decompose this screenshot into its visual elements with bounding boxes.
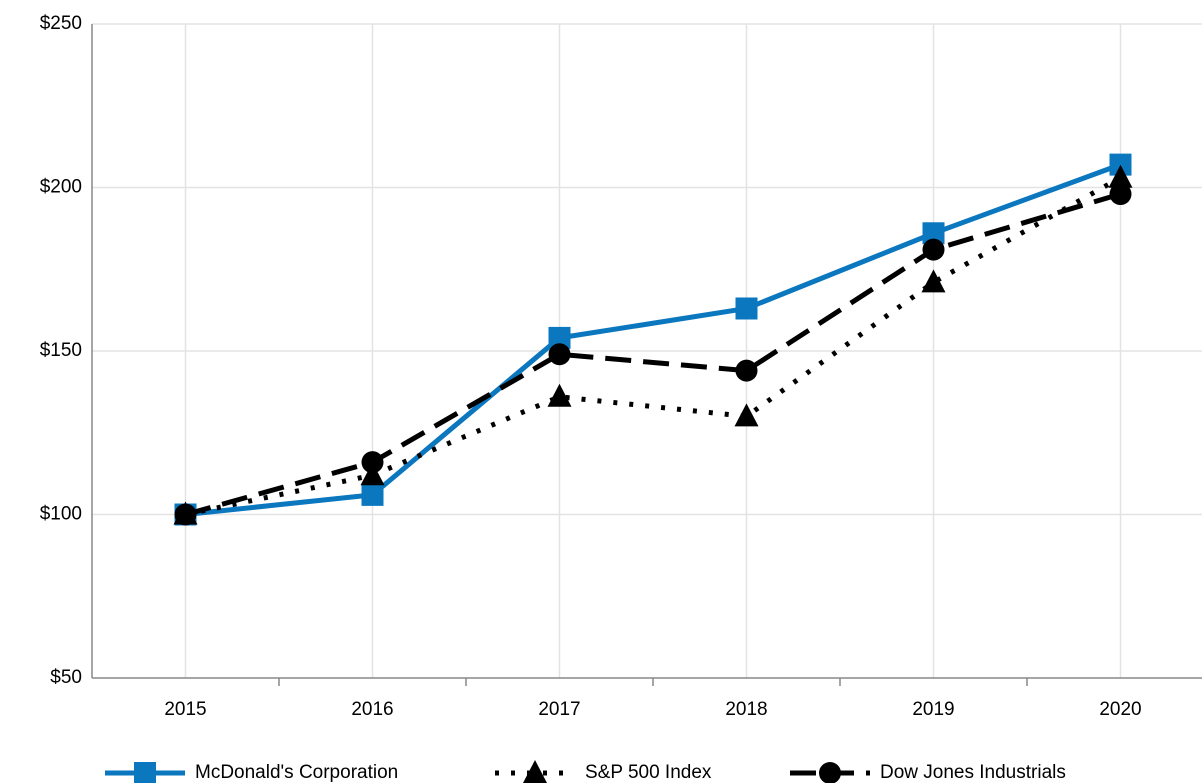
data-point xyxy=(1109,183,1132,206)
data-point xyxy=(361,451,384,474)
data-point xyxy=(921,269,946,293)
y-tick-label: $100 xyxy=(40,504,82,525)
data-point xyxy=(174,503,197,526)
legend-label: Dow Jones Industrials xyxy=(880,762,1066,783)
data-point xyxy=(735,359,758,382)
legend-marker xyxy=(819,762,841,783)
y-tick-label: $250 xyxy=(40,13,82,34)
data-point xyxy=(360,462,385,486)
x-tick-label: 2020 xyxy=(1099,699,1141,720)
data-point xyxy=(548,326,571,349)
data-point xyxy=(547,383,572,407)
y-tick-label: $200 xyxy=(40,177,82,198)
legend-label: S&P 500 Index xyxy=(585,762,712,783)
legend-marker xyxy=(523,760,547,783)
data-point xyxy=(734,403,759,427)
x-tick-label: 2016 xyxy=(351,699,393,720)
series-line xyxy=(184,191,1122,517)
data-point xyxy=(1108,164,1133,188)
series-line xyxy=(185,162,1122,517)
data-point xyxy=(1109,153,1132,176)
x-tick-label: 2015 xyxy=(164,699,206,720)
data-point xyxy=(922,222,945,245)
data-point xyxy=(548,343,571,366)
x-tick-label: 2018 xyxy=(725,699,767,720)
x-tick-label: 2019 xyxy=(912,699,954,720)
data-point xyxy=(922,238,945,261)
data-point xyxy=(361,483,384,506)
series-line xyxy=(184,175,1122,517)
y-tick-label: $50 xyxy=(50,667,82,688)
y-tick-label: $150 xyxy=(40,340,82,361)
data-point xyxy=(735,297,758,320)
legend-label: McDonald's Corporation xyxy=(195,762,398,783)
x-tick-label: 2017 xyxy=(538,699,580,720)
legend-marker xyxy=(134,762,156,783)
